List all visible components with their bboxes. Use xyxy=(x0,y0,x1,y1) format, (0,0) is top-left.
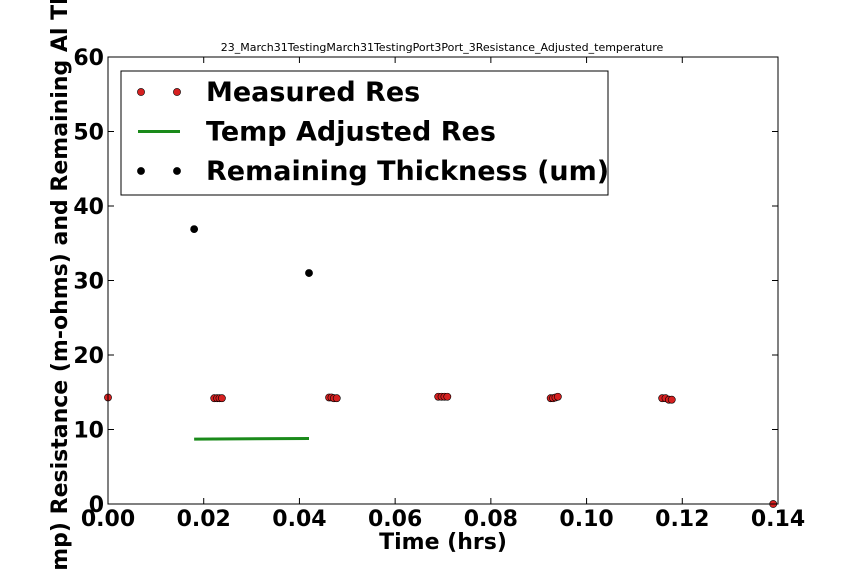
y-tick-label: 20 xyxy=(73,344,104,369)
legend-entry: Measured Res xyxy=(137,77,420,108)
x-tick-label: 0.06 xyxy=(368,507,422,532)
x-tick-label: 0.10 xyxy=(559,507,613,532)
data-point xyxy=(305,269,313,277)
data-point xyxy=(443,392,452,401)
y-tick-label: 50 xyxy=(73,121,104,146)
y-tick-label: 0 xyxy=(89,493,104,518)
x-tick-label: 0.08 xyxy=(464,507,518,532)
legend-swatch-point xyxy=(137,167,145,175)
x-tick-label: 0.00 xyxy=(81,507,135,532)
data-point xyxy=(217,394,226,403)
series-2 xyxy=(190,225,313,277)
y-axis-label: mp) Resistance (m-ohms) and Remaining Al… xyxy=(48,0,73,571)
legend-swatch-point xyxy=(173,167,181,175)
series-line xyxy=(194,436,310,441)
y-tick-label: 40 xyxy=(73,195,104,220)
x-tick-label: 0.14 xyxy=(751,507,805,532)
x-tick-label: 0.04 xyxy=(272,507,326,532)
data-point xyxy=(553,392,562,401)
chart-title: 23_March31TestingMarch31TestingPort3Port… xyxy=(221,41,664,54)
x-axis-label: Time (hrs) xyxy=(379,530,507,555)
data-point xyxy=(667,395,676,404)
series-1 xyxy=(194,436,310,441)
series-0 xyxy=(104,392,778,508)
data-point xyxy=(332,394,341,403)
x-tick-label: 0.02 xyxy=(177,507,231,532)
y-tick-label: 60 xyxy=(73,46,104,71)
legend-entry: Remaining Thickness (um) xyxy=(137,156,609,187)
legend-box xyxy=(120,70,609,196)
legend-swatch-point xyxy=(137,88,145,96)
legend-entry: Temp Adjusted Res xyxy=(138,117,496,148)
y-tick-labels: 0 10 20 30 40 50 60 xyxy=(73,46,104,518)
legend-label: Measured Res xyxy=(206,77,420,108)
legend: Measured Res Temp Adjusted Res Remaining T… xyxy=(120,70,609,196)
legend-swatch-point xyxy=(173,88,181,96)
legend-label: Remaining Thickness (um) xyxy=(206,156,609,187)
legend-label: Temp Adjusted Res xyxy=(206,117,496,148)
axis-ticks xyxy=(107,56,779,505)
y-tick-label: 10 xyxy=(73,419,104,444)
y-tick-label: 30 xyxy=(73,270,104,295)
plot-marks xyxy=(104,225,778,508)
x-tick-label: 0.12 xyxy=(655,507,709,532)
x-tick-labels: 0.00 0.02 0.04 0.06 0.08 0.10 0.12 0.14 xyxy=(81,507,805,532)
data-point xyxy=(190,225,199,233)
